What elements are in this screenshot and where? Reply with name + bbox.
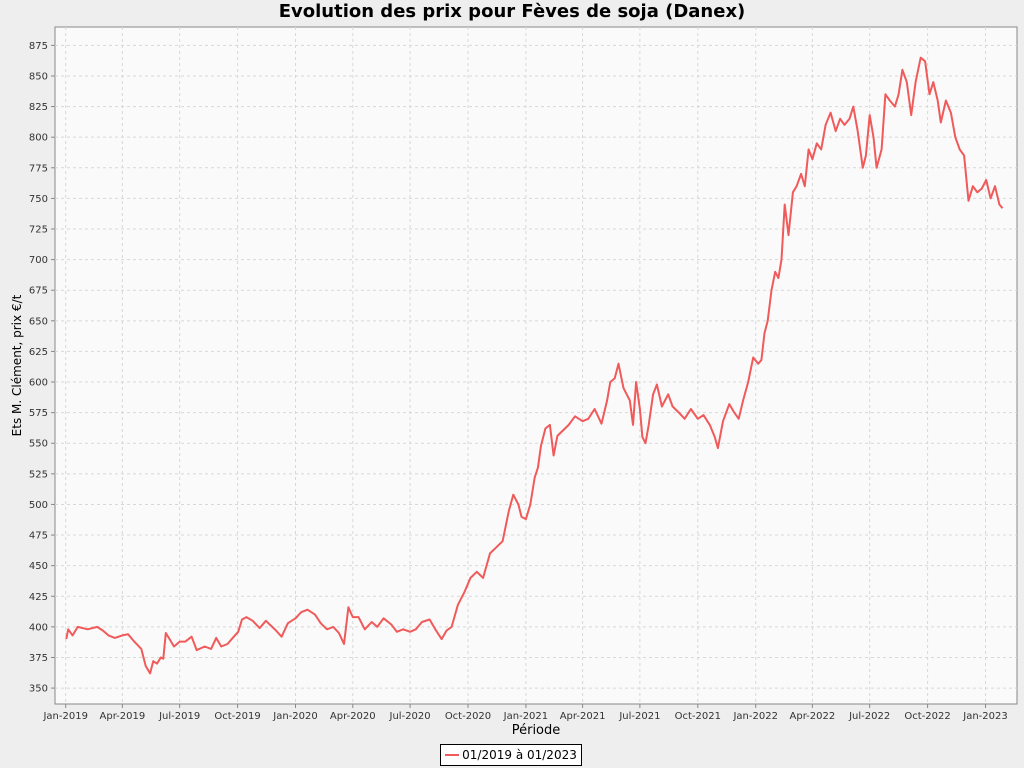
y-tick-label: 475	[29, 531, 48, 542]
x-tick-label: Jan-2021	[503, 711, 548, 722]
y-tick-label: 400	[29, 622, 48, 633]
series-layer	[65, 56, 1004, 675]
y-tick-label: 625	[29, 347, 48, 358]
x-tick-label: Jan-2019	[42, 711, 87, 722]
chart-title: Evolution des prix pour Fèves de soja (D…	[278, 1, 746, 22]
x-tick-label: Oct-2019	[214, 711, 260, 722]
x-tick-label: Jul-2022	[848, 711, 890, 722]
y-tick-label: 750	[29, 194, 48, 205]
y-tick-label: 700	[29, 255, 48, 266]
plot-area	[54, 26, 1018, 705]
x-tick-label: Jan-2020	[272, 711, 317, 722]
y-tick-label: 800	[29, 133, 48, 144]
y-axis-label: Ets M. Clément, prix €/t	[10, 294, 24, 436]
x-tick-label: Jan-2022	[732, 711, 777, 722]
x-tick-label: Jul-2021	[618, 711, 660, 722]
grid-lines	[55, 27, 1017, 704]
x-tick-label: Apr-2020	[330, 711, 376, 722]
y-tick-label: 450	[29, 561, 48, 572]
y-tick-label: 525	[29, 469, 48, 480]
axes: 350 375 400 425 450 475 500 525 550 575 600 625 650 6…	[29, 41, 1008, 722]
y-tick-label: 575	[29, 408, 48, 419]
y-tick-label: 375	[29, 653, 48, 664]
y-tick-label: 650	[29, 316, 48, 327]
y-tick-label: 775	[29, 163, 48, 174]
y-tick-label: 600	[29, 378, 48, 389]
legend-swatch	[445, 754, 460, 756]
x-tick-label: Oct-2022	[904, 711, 950, 722]
y-tick-label: 550	[29, 439, 48, 450]
x-tick-label: Jul-2019	[158, 711, 200, 722]
y-tick-label: 350	[29, 684, 48, 695]
y-tick-label: 725	[29, 224, 48, 235]
y-tick-label: 500	[29, 500, 48, 511]
x-tick-label: Oct-2021	[675, 711, 721, 722]
y-tick-label: 425	[29, 592, 48, 603]
x-axis-label: Période	[512, 723, 561, 738]
y-tick-label: 825	[29, 102, 48, 113]
x-tick-label: Oct-2020	[445, 711, 491, 722]
y-tick-label: 675	[29, 286, 48, 297]
x-tick-label: Apr-2019	[100, 711, 146, 722]
y-tick-label: 875	[29, 41, 48, 52]
legend: 01/2019 à 01/2023	[440, 744, 582, 766]
y-tick-label: 850	[29, 71, 48, 82]
legend-label: 01/2019 à 01/2023	[462, 748, 577, 762]
x-tick-label: Apr-2022	[790, 711, 836, 722]
x-tick-label: Jul-2020	[389, 711, 431, 722]
x-tick-label: Apr-2021	[560, 711, 606, 722]
x-tick-label: Jan-2023	[962, 711, 1007, 722]
chart-canvas: 350 375 400 425 450 475 500 525 550 575 600 625 650 6…	[10, 26, 1018, 738]
series-line	[65, 56, 1004, 675]
